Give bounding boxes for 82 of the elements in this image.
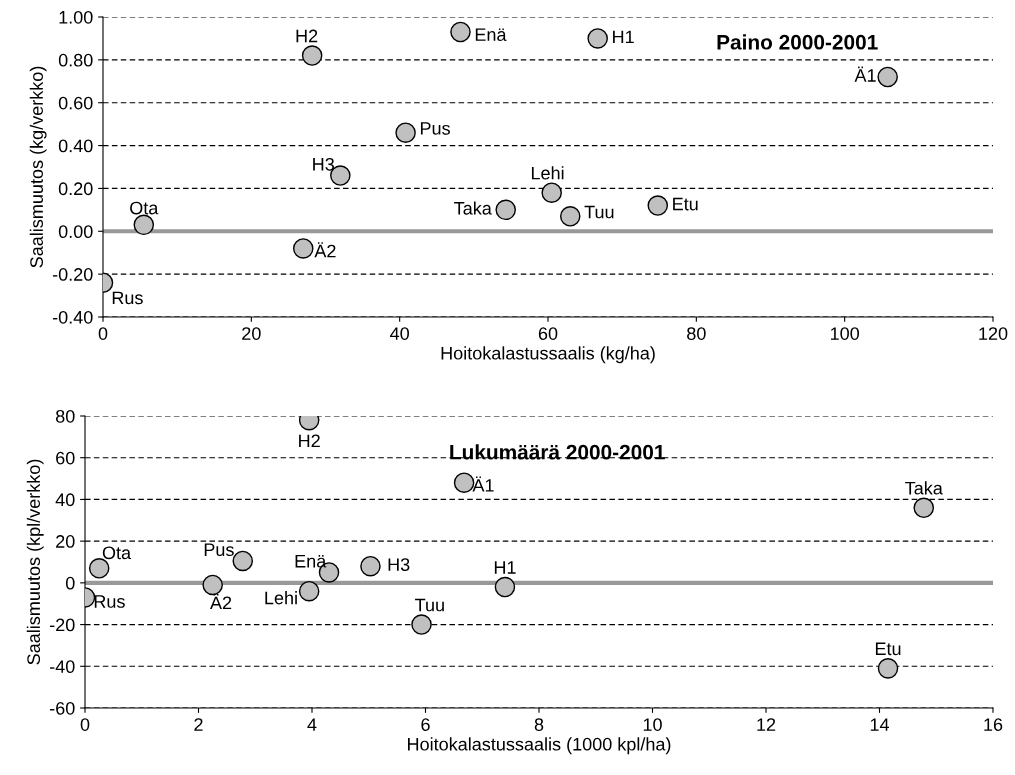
y-tick-label: 1.00 [59, 10, 93, 24]
point [292, 238, 314, 259]
y-tick-label: -20 [49, 618, 75, 632]
y-tick-label: 40 [55, 493, 75, 507]
annotation: Enä [295, 554, 327, 568]
text: Lukumäärä 2000-2001 [450, 444, 665, 460]
annotation: Rus [112, 291, 143, 305]
annotation: Lehi [265, 591, 297, 605]
annotation: Taka [905, 481, 943, 495]
annotation: Ä2 [314, 242, 336, 258]
annotation: H3 [388, 558, 410, 572]
text: Paino 2000-2001 [717, 34, 878, 50]
annotation: Rus [94, 595, 125, 608]
x-tick-label: 8 [534, 718, 544, 731]
annotation: H2 [299, 434, 320, 448]
annotation: Ä1 [854, 66, 876, 82]
point [395, 122, 416, 143]
annotation: Etu [673, 197, 698, 211]
x-axis-title: Hoitokalastussaalis (kg/ha) [441, 346, 655, 364]
x-tick-label: 100 [830, 327, 860, 340]
point [877, 658, 899, 679]
y-tick-label: -40 [49, 660, 75, 674]
annotation: Pus [204, 543, 234, 557]
annotation: Ä2 [210, 593, 232, 610]
y-tick-label: 0.20 [58, 182, 93, 196]
x-tick-label: 12 [757, 718, 776, 731]
y-tick-label: -0.40 [52, 310, 93, 324]
x-tick-label: 4 [307, 718, 317, 731]
annotation: H3 [313, 157, 334, 171]
point [559, 206, 581, 227]
annotation: Ä1 [472, 476, 494, 492]
x-tick-label: 40 [390, 327, 409, 340]
annotation: H2 [296, 29, 318, 43]
annotation: Lehi [531, 166, 564, 180]
x-tick-label: 2 [194, 718, 203, 731]
y-tick-label: 0.00 [58, 225, 93, 239]
x-tick-label: 120 [979, 327, 1008, 340]
y-tick-label: -60 [49, 701, 75, 715]
x-tick-label: 6 [421, 718, 430, 731]
point [494, 576, 516, 598]
point [232, 550, 254, 572]
point [647, 195, 669, 216]
x-tick-label: 20 [242, 327, 261, 340]
y-axis-title: Saalismuutos (kpl/verkko) [26, 459, 44, 665]
y-tick-label: 0 [65, 576, 75, 590]
x-tick-label: 16 [984, 718, 1003, 731]
annotation: Tuu [584, 205, 614, 219]
point [133, 214, 155, 236]
point [450, 21, 471, 43]
point [587, 28, 608, 49]
annotation: Ota [102, 546, 132, 560]
y-axis-title: Saalismuutos (kg/verkko) [29, 66, 47, 268]
y-tick-label: 60 [56, 451, 75, 465]
y-tick-label: 80 [55, 409, 75, 423]
point [541, 182, 562, 203]
x-tick-label: 14 [870, 718, 890, 731]
y-tick-label: -0.20 [52, 268, 93, 281]
point [411, 614, 432, 635]
x-axis-title: Hoitokalastussaalis (1000 kpl/ha) [408, 737, 671, 755]
point [913, 497, 935, 519]
annotation: Ota [130, 201, 159, 215]
point [301, 45, 323, 66]
x-tick-label: 60 [538, 327, 558, 340]
annotation: Enä [475, 28, 507, 42]
point [495, 199, 516, 221]
x-tick-label: 10 [643, 718, 662, 731]
point [202, 574, 223, 596]
x-tick-label: 0 [98, 327, 108, 340]
point [360, 555, 381, 577]
point [877, 66, 898, 88]
annotation: Taka [454, 201, 492, 215]
y-tick-label: 20 [56, 535, 75, 548]
y-tick-label: 0.80 [58, 53, 93, 67]
y-tick-label: 0.40 [58, 139, 93, 153]
point [298, 580, 320, 602]
annotation: Pus [420, 122, 450, 135]
x-tick-label: 80 [687, 327, 706, 340]
annotation: H1 [613, 30, 634, 44]
annotation: Tuu [415, 598, 444, 612]
annotation: H1 [494, 561, 516, 574]
annotation: Etu [875, 642, 901, 656]
y-tick-label: 0.60 [58, 96, 93, 110]
